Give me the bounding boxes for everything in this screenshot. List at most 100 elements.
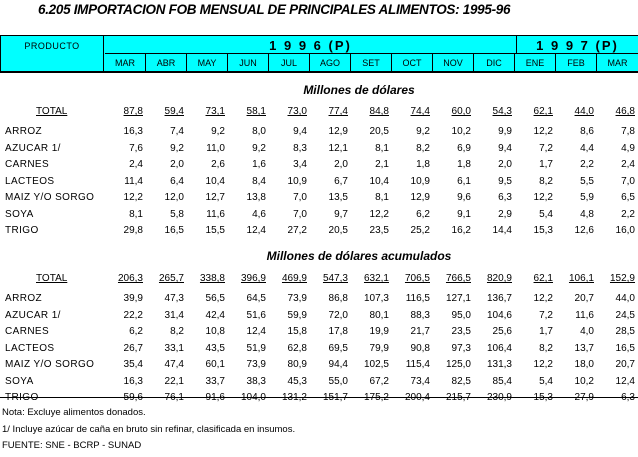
table-cell: 69,5 — [328, 342, 348, 354]
row-label: AZUCAR 1/ — [5, 309, 61, 321]
header-year-1996: 1 9 9 6 (P) — [105, 36, 517, 54]
table-cell: 9,2 — [211, 126, 225, 137]
row-label: SOYA — [5, 375, 34, 387]
row-label: TOTAL — [36, 106, 68, 117]
table-cell: 6,7 — [334, 175, 348, 187]
table-cell: 33,7 — [205, 375, 225, 387]
table-cell: 4,6 — [252, 208, 266, 220]
row-label: TRIGO — [5, 392, 39, 403]
table-cell: 84,8 — [369, 106, 389, 117]
table-cell: 9,7 — [334, 208, 348, 220]
table-cell: 62,1 — [533, 106, 553, 117]
table-cell: 9,4 — [293, 126, 307, 137]
table-cell: 39,9 — [123, 293, 143, 304]
table-cell: 16,5 — [164, 225, 184, 236]
table-cell: 215,7 — [445, 392, 471, 403]
table-cell: 11,4 — [124, 175, 143, 187]
table-cell: 9,6 — [457, 192, 471, 203]
table-cell: 469,9 — [281, 273, 307, 284]
table-cell: 72,0 — [328, 309, 348, 321]
table-cell: 12,4 — [246, 225, 266, 236]
table-cell: 6,2 — [416, 208, 430, 220]
table-cell: 9,2 — [170, 142, 184, 154]
table-cell: 94,4 — [328, 359, 348, 370]
table-row: SOYA 8,1 5,8 11,6 4,6 7,0 9,7 12,2 6,2 9,1 2,9 5,4 4… — [0, 209, 638, 223]
table-cell: 23,5 — [369, 225, 389, 236]
row-label: ARROZ — [5, 126, 42, 137]
table-cell: 106,1 — [568, 273, 594, 284]
table-cell: 76,1 — [164, 392, 184, 403]
table-cell: 22,2 — [123, 309, 143, 321]
table-cell: 8,3 — [293, 142, 307, 154]
table-cell: 2,2 — [621, 208, 635, 220]
table-cell: 21,7 — [410, 326, 430, 337]
table-cell: 8,1 — [375, 142, 389, 154]
table-cell: 13,7 — [574, 342, 594, 354]
table-cell: 766,5 — [445, 273, 471, 284]
table-cell: 31,4 — [164, 309, 184, 321]
table-cell: 77,4 — [328, 106, 348, 117]
table-cell: 338,8 — [199, 273, 225, 284]
table-cell: 24,5 — [615, 309, 635, 321]
table-cell: 9,4 — [498, 142, 512, 154]
table-cell: 10,2 — [574, 375, 594, 387]
table-cell: 9,1 — [457, 208, 471, 220]
table-cell: 45,3 — [287, 375, 307, 387]
table-cell: 5,8 — [170, 208, 184, 220]
table-cell: 16,2 — [451, 225, 471, 236]
table-cell: 87,8 — [123, 106, 143, 117]
header-month: ENE — [515, 54, 556, 71]
footnote: 1/ Incluye azúcar de caña en bruto sin r… — [2, 424, 296, 435]
table-cell: 38,3 — [246, 375, 266, 387]
table-cell: 20,7 — [615, 359, 635, 370]
table-cell: 15,3 — [533, 392, 553, 403]
table-cell: 8,2 — [539, 175, 553, 187]
table-cell: 43,5 — [205, 342, 225, 354]
table-cell: 2,2 — [580, 159, 594, 170]
table-row: MAIZ Y/O SORGO 12,2 12,0 12,7 13,8 7,0 13,5 8,1… — [0, 192, 638, 206]
table-cell: 1,7 — [539, 326, 553, 337]
table-cell: 116,5 — [405, 293, 430, 304]
row-label: LACTEOS — [5, 342, 55, 354]
table-cell: 86,8 — [328, 293, 348, 304]
table-cell: 6,5 — [621, 192, 635, 203]
section-title: Millones de dólares acumulados — [266, 249, 452, 263]
table-cell: 28,5 — [615, 326, 635, 337]
table-cell: 7,2 — [539, 309, 553, 321]
table-cell: 8,4 — [252, 175, 266, 187]
table-cell: 2,0 — [498, 159, 512, 170]
table-cell: 12,4 — [246, 326, 266, 337]
table-cell: 6,3 — [621, 392, 635, 403]
table-cell: 90,8 — [410, 342, 430, 354]
table-cell: 13,5 — [328, 192, 348, 203]
table-cell: 5,4 — [539, 208, 553, 220]
table-cell: 20,7 — [574, 293, 594, 304]
table-cell: 127,1 — [445, 293, 471, 304]
table-cell: 82,5 — [451, 375, 471, 387]
table-cell: 5,5 — [580, 175, 594, 187]
table-cell: 60,0 — [451, 106, 471, 117]
table-cell: 74,4 — [410, 106, 430, 117]
table-cell: 25,6 — [492, 326, 512, 337]
table-row: CARNES 6,2 8,2 10,8 12,4 15,8 17,8 19,9 21,7 23,5… — [0, 326, 638, 340]
table-cell: 547,3 — [322, 273, 348, 284]
total-row: TOTAL 87,8 59,4 73,1 58,1 73,0 77,4 84,8 74,4 60,… — [0, 106, 638, 120]
table-cell: 44,0 — [574, 106, 594, 117]
table-cell: 5,4 — [539, 375, 553, 387]
table-cell: 16,0 — [615, 225, 635, 236]
header-month: ABR — [146, 54, 187, 71]
table-cell: 2,4 — [621, 159, 635, 170]
table-cell: 59,4 — [164, 106, 184, 117]
header-month: MAY — [187, 54, 228, 71]
table-cell: 27,2 — [287, 225, 307, 236]
row-label: ARROZ — [5, 293, 42, 304]
header-month: MAR — [607, 58, 628, 68]
table-cell: 2,4 — [129, 159, 143, 170]
row-label: LACTEOS — [5, 175, 55, 187]
header-month: SET — [351, 54, 392, 71]
table-cell: 6,2 — [129, 326, 143, 337]
section-title: Millones de dólares — [303, 83, 415, 97]
table-cell: 11,6 — [575, 309, 594, 321]
table-cell: 73,9 — [287, 293, 307, 304]
table-row: ARROZ 39,9 47,3 56,5 64,5 73,9 86,8 107,3 116,5 1… — [0, 293, 638, 307]
